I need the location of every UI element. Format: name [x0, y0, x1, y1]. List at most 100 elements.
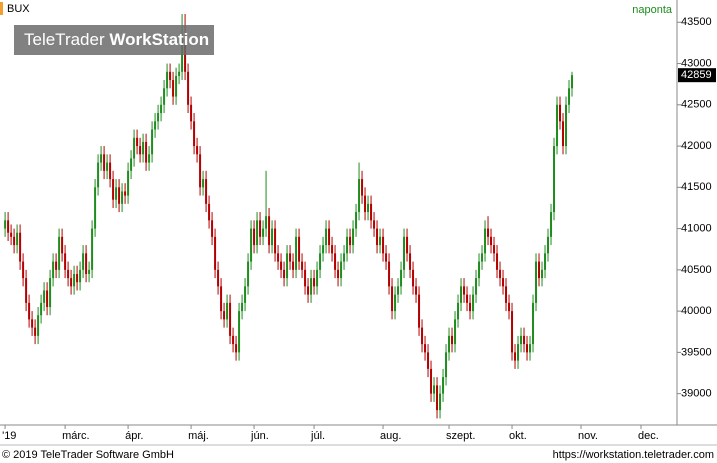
candle-body — [205, 179, 208, 204]
candle-body — [460, 286, 463, 303]
candle-body — [517, 344, 520, 361]
candle-body — [553, 146, 556, 213]
candle-body — [190, 104, 193, 122]
candle-body — [391, 286, 394, 312]
candle-body — [265, 216, 268, 229]
candle-body — [412, 269, 415, 287]
x-tick-label: dec. — [638, 430, 659, 442]
candle-body — [70, 278, 73, 287]
candle-body — [187, 71, 190, 105]
candle-body — [271, 228, 274, 246]
candle-body — [388, 261, 391, 287]
candle-body — [331, 245, 334, 254]
candle-body — [220, 286, 223, 312]
y-tick-label: 41000 — [681, 222, 712, 234]
last-value-box — [678, 68, 716, 83]
candle-body — [130, 158, 133, 171]
candle-body — [268, 216, 271, 246]
candle-body — [76, 273, 79, 283]
y-tick-label: 43000 — [681, 57, 712, 69]
candle-body — [445, 352, 448, 378]
candle-body — [496, 253, 499, 270]
candle-body — [232, 335, 235, 345]
candle-body — [298, 236, 301, 262]
candle-body — [121, 191, 124, 204]
candle-body — [250, 228, 253, 262]
candle-body — [502, 278, 505, 287]
candle-body — [106, 162, 109, 171]
x-tick-label: márc. — [62, 430, 90, 442]
candle-body — [349, 236, 352, 246]
candle-body — [523, 335, 526, 345]
x-tick-label: nov. — [578, 430, 598, 442]
candle-body — [427, 352, 430, 369]
candle-body — [4, 220, 7, 229]
watermark-part: TeleTrader — [24, 30, 105, 49]
candle-body — [508, 302, 511, 312]
candle-body — [118, 187, 121, 204]
x-tick-label: '19 — [2, 430, 16, 442]
candle-body — [499, 269, 502, 279]
candle-body — [283, 269, 286, 279]
candle-body — [478, 261, 481, 279]
candle-body — [100, 154, 103, 163]
y-tick-label: 42500 — [681, 99, 712, 111]
candle-body — [310, 278, 313, 295]
candle-body — [229, 302, 232, 336]
candle-body — [193, 121, 196, 147]
watermark-box — [14, 25, 214, 55]
candle-body — [457, 302, 460, 320]
candle-body — [490, 236, 493, 246]
candle-body — [346, 236, 349, 254]
candle-body — [355, 212, 358, 229]
candle-body — [79, 269, 82, 283]
candle-body — [166, 71, 169, 89]
candle-body — [91, 228, 94, 270]
candle-body — [163, 88, 166, 105]
candle-body — [142, 141, 145, 155]
candle-body — [16, 232, 19, 246]
candle-body — [493, 245, 496, 254]
candle-body — [127, 170, 130, 196]
candle-body — [241, 302, 244, 312]
candle-body — [211, 220, 214, 237]
candle-body — [64, 253, 67, 270]
candle-body — [73, 273, 76, 287]
candle-body — [514, 352, 517, 361]
candle-body — [487, 228, 490, 237]
candle-body — [94, 187, 97, 229]
candle-body — [25, 278, 28, 303]
candle-body — [169, 71, 172, 81]
candle-body — [376, 228, 379, 246]
candle-body — [532, 302, 535, 345]
candle-body — [544, 253, 547, 270]
candle-body — [292, 261, 295, 270]
candle-body — [154, 121, 157, 130]
candle-body — [274, 228, 277, 254]
candle-body — [319, 253, 322, 270]
watermark: TeleTrader WorkStation — [24, 30, 209, 49]
series-marker — [0, 2, 3, 15]
candle-body — [253, 228, 256, 246]
candle-body — [139, 146, 142, 155]
y-tick-label: 39500 — [681, 346, 712, 358]
candle-body — [439, 393, 442, 411]
candle-body — [364, 195, 367, 213]
candle-body — [511, 311, 514, 353]
watermark-part: WorkStation — [109, 30, 209, 49]
candle-body — [529, 344, 532, 353]
candle-body — [316, 269, 319, 287]
candle-body — [379, 236, 382, 246]
candle-body — [418, 294, 421, 328]
candle-body — [244, 286, 247, 303]
candle-body — [406, 236, 409, 254]
candle-body — [325, 228, 328, 246]
candle-body — [13, 236, 16, 246]
candle-body — [469, 302, 472, 312]
candle-body — [565, 104, 568, 147]
candle-body — [148, 154, 151, 163]
candle-body — [448, 335, 451, 353]
candle-body — [61, 236, 64, 254]
candle-body — [217, 269, 220, 287]
